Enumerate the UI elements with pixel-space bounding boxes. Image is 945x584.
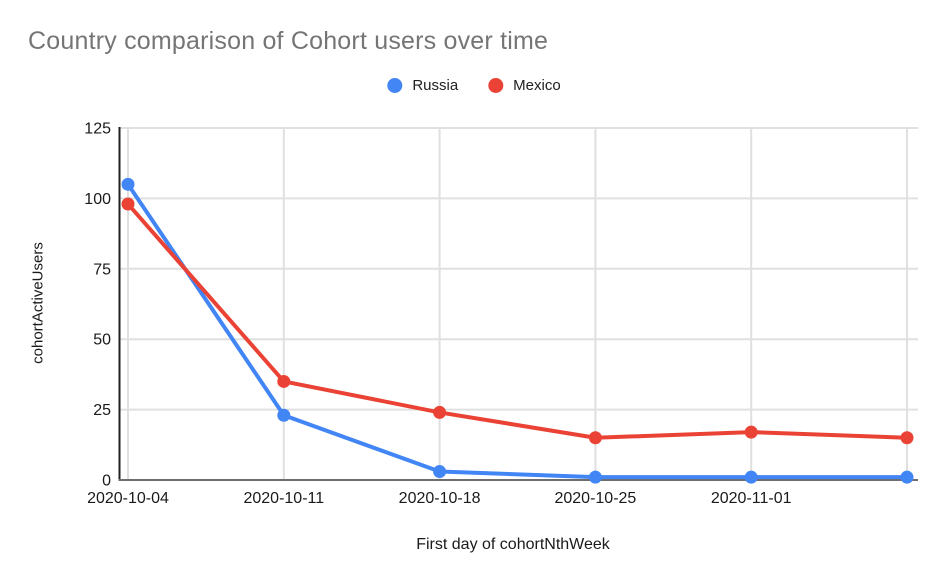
legend-item-russia: Russia [387,77,458,94]
y-tick-label: 25 [93,402,111,419]
x-axis-title: First day of cohortNthWeek [416,536,610,553]
legend-item-mexico: Mexico [488,77,561,94]
chart-title: Country comparison of Cohort users over … [28,27,549,55]
data-point-russia-1 [277,408,291,422]
data-point-russia-4 [744,470,758,484]
x-tick-label: 2020-11-01 [711,490,792,507]
data-point-mexico-4 [744,425,758,439]
x-tick-label: 2020-10-04 [87,490,169,507]
series-line-mexico [126,202,909,440]
data-point-russia-0 [121,177,135,191]
data-point-mexico-3 [588,431,602,445]
data-point-russia-2 [433,465,447,479]
x-tick-label: 2020-10-18 [399,490,481,507]
legend-dot-russia [387,78,403,93]
data-point-russia-5 [900,470,914,484]
legend-dot-mexico [488,78,504,93]
series-line-russia [126,182,909,480]
legend-label-mexico: Mexico [513,77,561,94]
y-tick-label: 0 [102,473,111,490]
y-tick-label: 75 [93,261,111,278]
chart-legend: Russia Mexico [387,77,561,94]
x-tick-label: 2020-10-11 [243,490,324,507]
data-point-russia-3 [588,470,602,484]
y-axis-title: cohortActiveUsers [29,242,47,364]
data-point-mexico-5 [900,431,914,445]
data-point-mexico-1 [277,374,291,388]
y-tick-label: 50 [93,332,111,349]
data-point-mexico-0 [121,197,135,211]
legend-label-russia: Russia [412,77,459,94]
x-tick-label: 2020-10-25 [554,490,636,507]
data-point-mexico-2 [433,405,447,419]
y-tick-label: 100 [84,191,111,208]
y-tick-label: 125 [84,121,111,138]
